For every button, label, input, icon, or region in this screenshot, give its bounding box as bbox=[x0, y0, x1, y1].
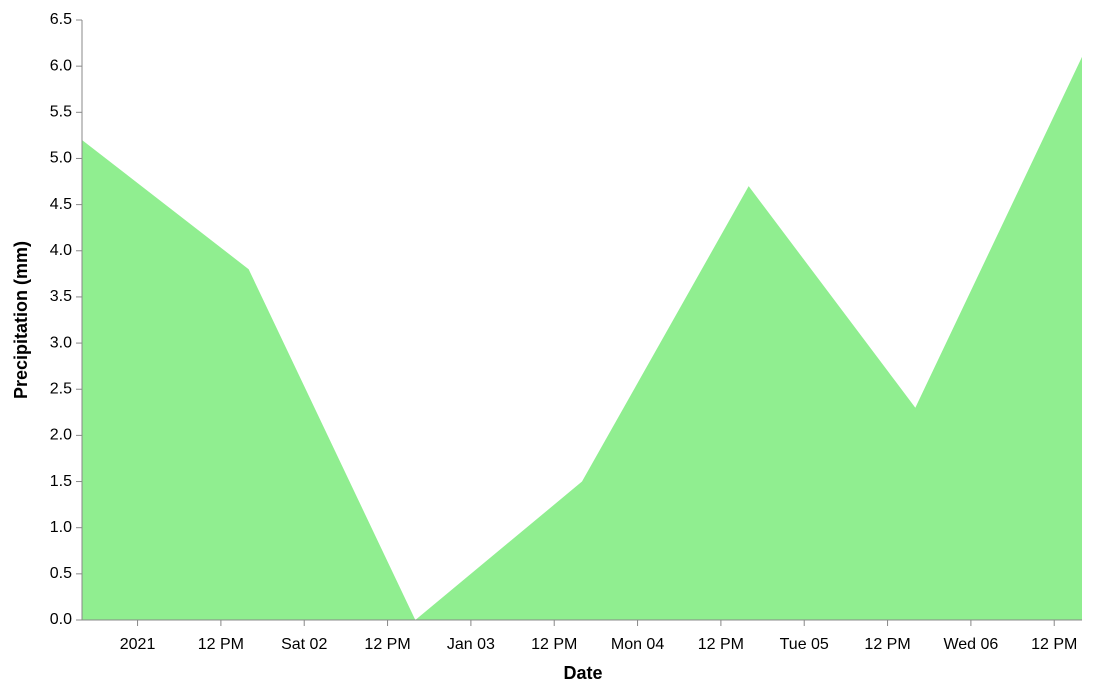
y-axis-title: Precipitation (mm) bbox=[11, 241, 31, 399]
y-tick-label: 6.5 bbox=[50, 11, 72, 28]
y-tick-label: 1.0 bbox=[50, 519, 72, 536]
y-tick-label: 2.5 bbox=[50, 380, 72, 397]
x-tick-label: 12 PM bbox=[198, 636, 244, 653]
x-tick-label: 12 PM bbox=[698, 636, 744, 653]
y-tick-label: 2.0 bbox=[50, 427, 72, 444]
y-tick-label: 4.5 bbox=[50, 196, 72, 213]
x-tick-label: Tue 05 bbox=[780, 636, 829, 653]
x-tick-label: Wed 06 bbox=[943, 636, 998, 653]
x-tick-label: 2021 bbox=[120, 636, 156, 653]
x-tick-label: Jan 03 bbox=[447, 636, 495, 653]
y-tick-label: 6.0 bbox=[50, 57, 72, 74]
y-tick-label: 1.5 bbox=[50, 473, 72, 490]
y-tick-label: 3.0 bbox=[50, 334, 72, 351]
x-tick-label: 12 PM bbox=[864, 636, 910, 653]
y-tick-label: 0.0 bbox=[50, 611, 72, 628]
y-tick-label: 0.5 bbox=[50, 565, 72, 582]
y-tick-label: 5.5 bbox=[50, 104, 72, 121]
y-tick-label: 4.0 bbox=[50, 242, 72, 259]
x-axis-title: Date bbox=[563, 663, 602, 683]
y-tick-label: 3.5 bbox=[50, 288, 72, 305]
x-tick-label: Mon 04 bbox=[611, 636, 664, 653]
x-tick-label: Sat 02 bbox=[281, 636, 327, 653]
x-tick-label: 12 PM bbox=[364, 636, 410, 653]
y-tick-label: 5.0 bbox=[50, 150, 72, 167]
area bbox=[82, 56, 1082, 620]
x-tick-label: 12 PM bbox=[1031, 636, 1077, 653]
x-tick-label: 12 PM bbox=[531, 636, 577, 653]
